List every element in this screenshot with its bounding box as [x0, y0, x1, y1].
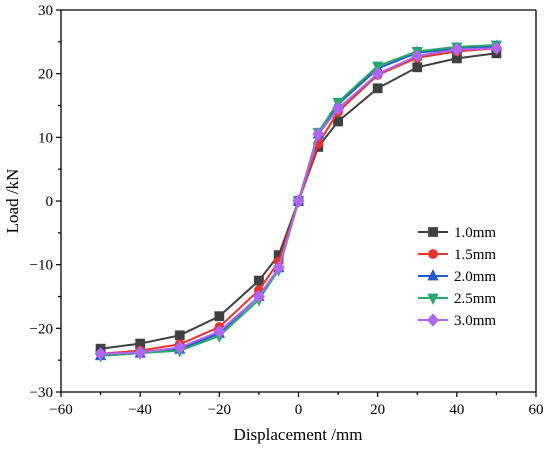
- x-tick-label: −40: [128, 402, 151, 418]
- x-tick-label: −60: [49, 402, 72, 418]
- legend-label: 2.0mm: [454, 269, 496, 285]
- legend: 1.0mm 1.5mm 2.0mm 2.5mm 3.0mm: [418, 225, 496, 329]
- ticks: −60 −40 −20 0 20 40 60 −30 −20 −10 0 10 20 30: [30, 3, 544, 418]
- legend-item: 2.5mm: [418, 291, 496, 307]
- data-point: [412, 62, 423, 73]
- data-point: [174, 330, 185, 341]
- data-point: [214, 311, 225, 322]
- data-point: [450, 42, 463, 57]
- data-point: [272, 261, 285, 275]
- data-point: [312, 127, 325, 141]
- y-tick-label: 10: [38, 130, 53, 146]
- y-axis-title: Load /kN: [3, 169, 22, 234]
- data-point: [94, 347, 107, 361]
- y-tick-label: 30: [38, 3, 53, 19]
- data-point: [333, 116, 343, 127]
- y-tick-label: −20: [30, 321, 53, 337]
- data-point: [490, 41, 503, 55]
- y-tick-label: −10: [30, 258, 53, 274]
- y-tick-label: −30: [30, 385, 53, 401]
- legend-marker: [428, 249, 438, 259]
- legend-label: 3.0mm: [454, 313, 496, 329]
- legend-item: 1.0mm: [418, 225, 496, 241]
- y-tick-label: 20: [38, 67, 53, 83]
- data-point: [252, 289, 265, 304]
- data-point: [173, 340, 186, 355]
- data-point: [411, 49, 424, 63]
- series-3.0mm: [94, 41, 503, 361]
- legend-marker: [426, 313, 440, 327]
- x-tick-label: −20: [208, 402, 231, 418]
- data-point: [332, 102, 345, 116]
- legend-marker: [428, 227, 438, 237]
- data-point: [372, 83, 383, 94]
- data-point: [292, 194, 305, 208]
- legend-label: 1.5mm: [454, 247, 496, 263]
- data-point: [213, 324, 226, 339]
- x-tick-label: 20: [370, 402, 385, 418]
- data-point: [134, 345, 147, 360]
- x-tick-label: 0: [295, 402, 303, 418]
- x-axis-title: Displacement /mm: [234, 425, 363, 444]
- y-tick-label: 0: [46, 194, 54, 210]
- legend-label: 2.5mm: [454, 291, 496, 307]
- legend-marker: [427, 269, 439, 281]
- legend-item: 2.0mm: [418, 269, 496, 285]
- legend-item: 3.0mm: [418, 313, 496, 329]
- data-point: [371, 67, 384, 81]
- data-point: [254, 275, 264, 286]
- x-tick-label: 60: [529, 402, 544, 418]
- data-point: [372, 61, 384, 73]
- series: [94, 39, 503, 363]
- legend-item: 1.5mm: [418, 247, 496, 263]
- legend-label: 1.0mm: [454, 225, 496, 241]
- x-tick-label: 40: [449, 402, 464, 418]
- legend-marker: [427, 293, 439, 305]
